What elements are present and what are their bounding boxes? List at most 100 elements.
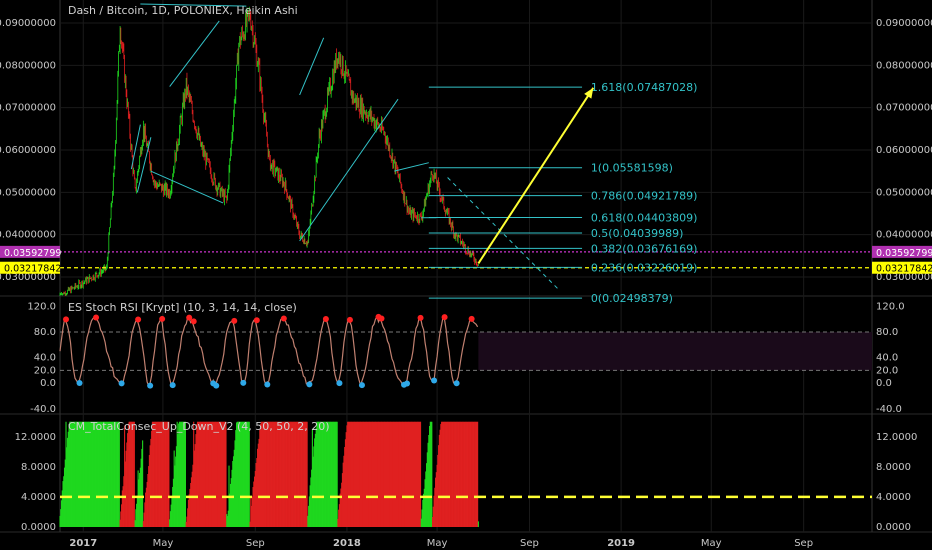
x-tick-label: Sep (520, 538, 539, 549)
pattern-trendline (136, 137, 152, 193)
fib-level-label: 0(0.02498379) (591, 292, 673, 305)
y-tick-label-right: 0.07000000 (876, 103, 932, 114)
consec-y-tick-left: 0.0000 (21, 522, 56, 533)
fib-level-label: 0.786(0.04921789) (591, 190, 698, 203)
stoch-rsi-line (59, 315, 479, 388)
pattern-trendline (169, 20, 220, 87)
stoch-overbought-dot (63, 316, 70, 323)
stoch-oversold-dot (76, 380, 83, 387)
stoch-y-tick-left: 0.0 (40, 378, 56, 389)
stoch-overbought-dot (468, 315, 475, 322)
y-tick-label-right: 0.05000000 (876, 187, 932, 198)
y-tick-label-left: 0.06000000 (0, 145, 56, 156)
y-tick-label-right: 0.03000000 (876, 272, 932, 283)
fib-level-label: 0.236(0.03226019) (591, 261, 698, 274)
price-plot-area: 1.618(0.07487028) 1(0.05581598) 0.786(0.04… (59, 3, 872, 305)
stoch-oversold-dot (213, 382, 220, 389)
dashed-projection (447, 177, 560, 291)
price-tag-left (0, 261, 60, 274)
y-tick-label-left: 0.05000000 (0, 187, 56, 198)
stoch-oversold-dot (147, 382, 154, 389)
stoch-oversold-dot (306, 381, 313, 388)
pattern-trendline (130, 124, 141, 170)
grid-lines (60, 0, 872, 532)
stoch-y-tick-left: -40.0 (30, 404, 56, 415)
price-tag-right (872, 261, 932, 274)
y-tick-label-left: 0.07000000 (0, 103, 56, 114)
arrow-shaft (477, 87, 595, 264)
x-tick-label: 2019 (607, 538, 635, 549)
stoch-oversold-dot (336, 380, 343, 387)
stoch-oversold-dot (431, 377, 438, 384)
pattern-trendline (299, 37, 325, 96)
y-tick-label-right: 0.04000000 (876, 230, 932, 241)
stoch-overbought-dot (135, 316, 142, 323)
consec-y-tick-left: 4.0000 (21, 492, 56, 503)
stoch-y-tick-right: 40.0 (876, 353, 898, 364)
y-tick-label-left: 0.09000000 (0, 18, 56, 29)
fib-level-label: 1(0.05581598) (591, 162, 673, 175)
y-tick-label-left: 0.03000000 (0, 272, 56, 283)
stoch-y-tick-right: 0.0 (876, 378, 892, 389)
stoch-overbought-dot (322, 315, 329, 322)
chart-title: Dash / Bitcoin, 1D, POLONIEX, Heikin Ash… (68, 4, 298, 17)
stoch-band-fill (478, 332, 872, 371)
consec-y-tick-left: 12.0000 (15, 432, 56, 443)
pattern-trendline (140, 3, 247, 7)
stoch-y-tick-right: -40.0 (876, 404, 902, 415)
stoch-oversold-dot (169, 382, 176, 389)
x-tick-label: Sep (794, 538, 813, 549)
stoch-oversold-dot (118, 380, 125, 387)
stoch-y-tick-left: 20.0 (34, 365, 56, 376)
pattern-trendline (299, 98, 399, 242)
x-tick-label: 2018 (333, 538, 361, 549)
y-tick-label-right: 0.06000000 (876, 145, 932, 156)
axes: 2017 May Sep 2018 May Sep 2019 May Sep 0.03000000… (0, 18, 932, 549)
price-tag-left-label: 0.03592799 (4, 248, 61, 259)
stoch-overbought-dot (346, 316, 353, 323)
x-tick-label: May (701, 538, 722, 549)
consec-y-tick-right: 12.0000 (876, 432, 917, 443)
fib-level-label: 1.618(0.07487028) (591, 81, 698, 94)
y-tick-label-left: 0.08000000 (0, 60, 56, 71)
consec-y-tick-left: 8.0000 (21, 462, 56, 473)
consec-up-down-panel (59, 421, 872, 527)
fib-level-label: 0.5(0.04039989) (591, 227, 684, 240)
fib-level-label: 0.382(0.03676169) (591, 242, 698, 255)
stoch-oversold-dot (453, 380, 460, 387)
stoch-rsi-panel (59, 313, 872, 389)
consec-y-tick-right: 8.0000 (876, 462, 911, 473)
stoch-overbought-dot (159, 315, 166, 322)
stoch-overbought-dot (378, 315, 385, 322)
stoch-overbought-dot (190, 318, 197, 325)
consec-y-tick-right: 4.0000 (876, 492, 911, 503)
x-tick-label: Sep (246, 538, 265, 549)
stoch-y-tick-right: 120.0 (876, 301, 905, 312)
stoch-oversold-dot (404, 380, 411, 387)
consec-y-tick-right: 0.0000 (876, 522, 911, 533)
stoch-y-tick-left: 120.0 (27, 301, 56, 312)
stoch-oversold-dot (264, 381, 271, 388)
stoch-overbought-dot (93, 314, 100, 321)
price-tag-right-label: 0.03217842 (876, 264, 932, 275)
y-tick-label-right: 0.08000000 (876, 60, 932, 71)
stoch-oversold-dot (240, 379, 247, 386)
y-tick-label-right: 0.09000000 (876, 18, 932, 29)
stoch-overbought-dot (441, 314, 448, 321)
price-tag-left-label: 0.03217842 (4, 264, 61, 275)
pattern-trendline (394, 162, 429, 172)
x-tick-label: 2017 (69, 538, 97, 549)
x-tick-label: May (427, 538, 448, 549)
price-tag-right (872, 245, 932, 258)
pattern-trendline (150, 170, 224, 204)
stoch-overbought-dot (186, 314, 193, 321)
stoch-y-tick-left: 80.0 (34, 327, 56, 338)
arrow-head (584, 87, 594, 99)
x-tick-label: May (153, 538, 174, 549)
stoch-oversold-dot (358, 382, 365, 389)
fib-level-label: 0.618(0.04403809) (591, 212, 698, 225)
stoch-y-tick-left: 40.0 (34, 353, 56, 364)
y-tick-label-left: 0.04000000 (0, 230, 56, 241)
